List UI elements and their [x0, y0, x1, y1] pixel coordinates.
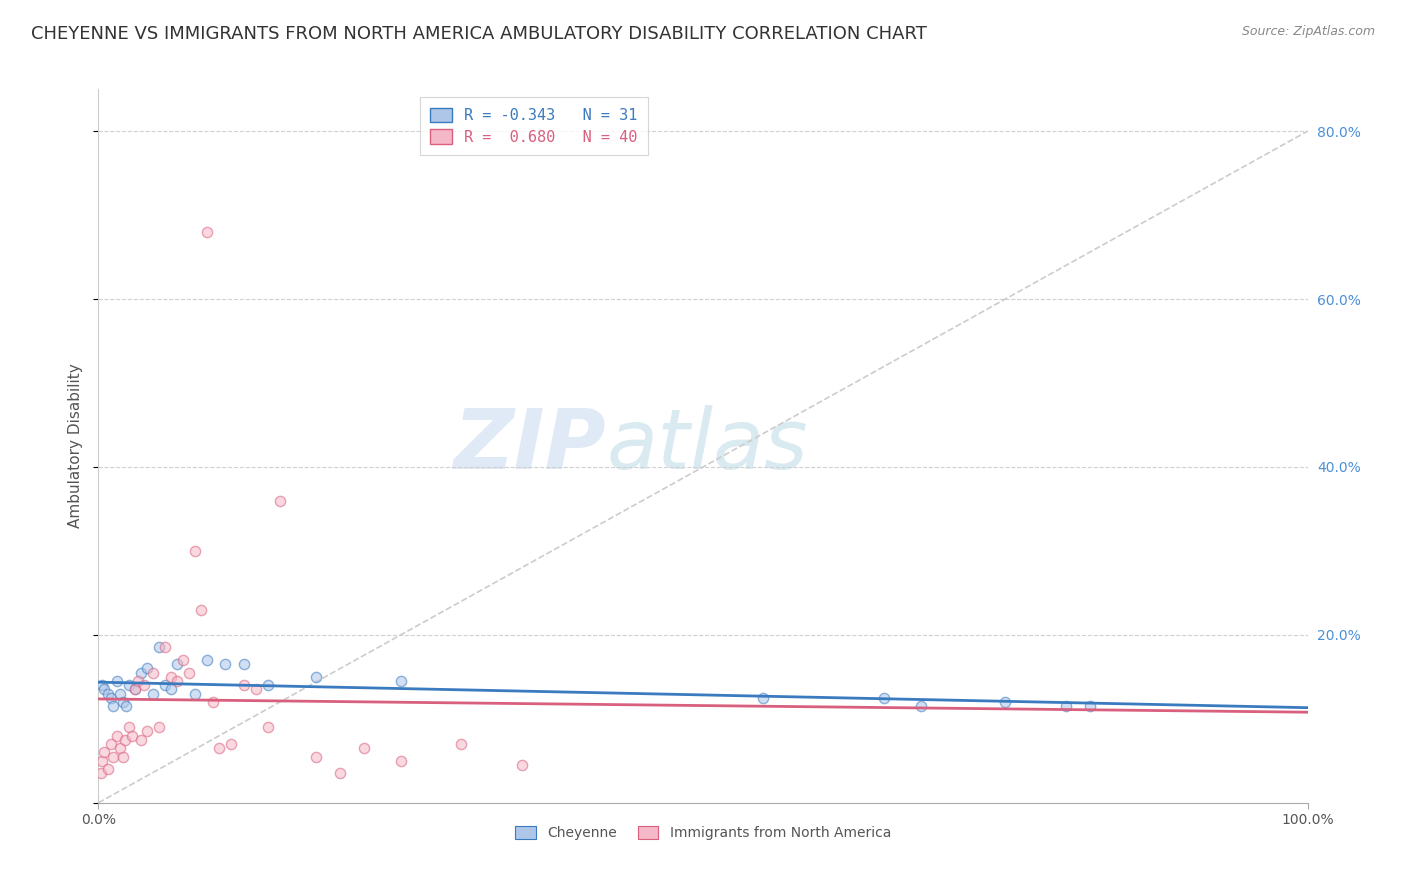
Point [91, 678, 114, 692]
Point [172, 653, 194, 667]
Point [184, 544, 207, 558]
Point [195, 225, 218, 239]
Point [166, 657, 188, 672]
Point [190, 603, 212, 617]
Point [510, 758, 533, 772]
Point [129, 732, 152, 747]
Point [105, 674, 128, 689]
Point [1054, 699, 1077, 714]
Point [208, 741, 231, 756]
Point [184, 687, 207, 701]
Point [115, 699, 138, 714]
Point [752, 690, 775, 705]
Point [135, 661, 157, 675]
Point [389, 674, 412, 689]
Point [124, 682, 146, 697]
Point [389, 754, 412, 768]
Point [100, 690, 122, 705]
Point [353, 741, 375, 756]
Point [142, 665, 165, 680]
Point [305, 749, 328, 764]
Point [1078, 699, 1101, 714]
Point [166, 674, 188, 689]
Point [153, 678, 176, 692]
Point [148, 720, 170, 734]
Point [160, 670, 183, 684]
Text: atlas: atlas [606, 406, 808, 486]
Point [134, 678, 156, 692]
Point [129, 665, 152, 680]
Point [118, 678, 141, 692]
Point [100, 737, 122, 751]
Point [118, 720, 141, 734]
Text: CHEYENNE VS IMMIGRANTS FROM NORTH AMERICA AMBULATORY DISABILITY CORRELATION CHAR: CHEYENNE VS IMMIGRANTS FROM NORTH AMERIC… [31, 25, 927, 43]
Point [105, 729, 128, 743]
Point [91, 754, 114, 768]
Point [148, 640, 170, 655]
Point [329, 766, 352, 780]
Point [93, 682, 115, 697]
Point [232, 678, 254, 692]
Point [450, 737, 472, 751]
Point [232, 657, 254, 672]
Point [97, 687, 120, 701]
Y-axis label: Ambulatory Disability: Ambulatory Disability [67, 364, 83, 528]
Text: Source: ZipAtlas.com: Source: ZipAtlas.com [1241, 25, 1375, 38]
Point [910, 699, 932, 714]
Legend: Cheyenne, Immigrants from North America: Cheyenne, Immigrants from North America [509, 821, 897, 846]
Point [269, 493, 291, 508]
Point [256, 720, 278, 734]
Point [195, 653, 218, 667]
Point [101, 699, 124, 714]
Point [108, 687, 131, 701]
Point [90, 766, 112, 780]
Point [93, 746, 115, 760]
Point [121, 729, 143, 743]
Point [160, 682, 183, 697]
Point [221, 737, 243, 751]
Point [135, 724, 157, 739]
Point [179, 665, 201, 680]
Point [245, 682, 267, 697]
Point [114, 732, 136, 747]
Point [305, 670, 328, 684]
Point [101, 749, 124, 764]
Point [153, 640, 176, 655]
Point [124, 682, 146, 697]
Point [111, 749, 134, 764]
Point [97, 762, 120, 776]
Point [111, 695, 134, 709]
Point [994, 695, 1017, 709]
Point [127, 674, 149, 689]
Point [108, 741, 131, 756]
Text: ZIP: ZIP [454, 406, 606, 486]
Point [256, 678, 278, 692]
Point [214, 657, 236, 672]
Point [873, 690, 896, 705]
Point [142, 687, 165, 701]
Point [202, 695, 225, 709]
